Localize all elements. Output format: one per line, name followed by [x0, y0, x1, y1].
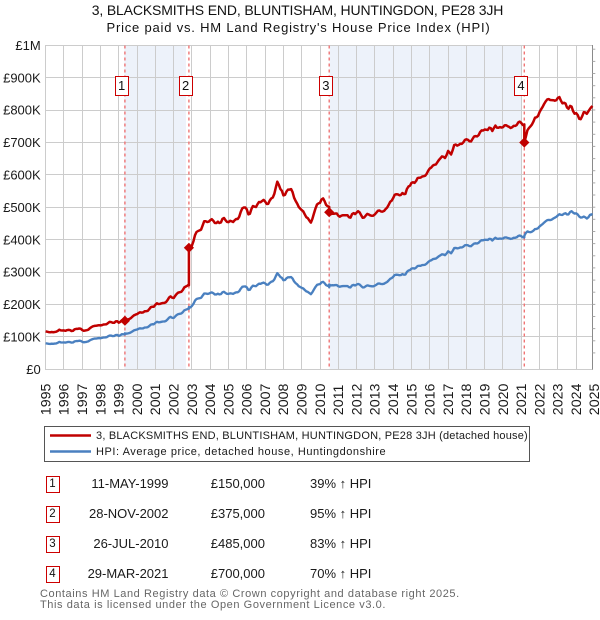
- svg-text:1995: 1995: [38, 384, 54, 416]
- svg-text:2016: 2016: [423, 384, 439, 416]
- svg-text:2013: 2013: [368, 384, 384, 416]
- svg-text:£1M: £1M: [15, 38, 40, 53]
- svg-text:£100K: £100K: [3, 330, 41, 345]
- svg-text:£300K: £300K: [3, 265, 41, 280]
- svg-text:2020: 2020: [496, 384, 512, 416]
- svg-text:2019: 2019: [478, 384, 494, 416]
- svg-text:2023: 2023: [551, 384, 567, 416]
- svg-text:2012: 2012: [349, 384, 365, 416]
- svg-text:£800K: £800K: [3, 103, 41, 118]
- svg-text:1999: 1999: [112, 384, 128, 416]
- svg-text:2003: 2003: [185, 384, 201, 416]
- svg-text:2006: 2006: [240, 384, 256, 416]
- svg-text:£500K: £500K: [3, 200, 41, 215]
- svg-text:1998: 1998: [93, 384, 109, 416]
- svg-text:2024: 2024: [569, 384, 585, 416]
- svg-text:£400K: £400K: [3, 232, 41, 247]
- svg-text:2001: 2001: [148, 384, 164, 416]
- svg-text:2014: 2014: [386, 384, 402, 416]
- svg-text:£200K: £200K: [3, 297, 41, 312]
- svg-text:£0: £0: [26, 362, 40, 377]
- svg-text:2000: 2000: [130, 384, 146, 416]
- svg-text:£600K: £600K: [3, 168, 41, 183]
- svg-text:2004: 2004: [203, 384, 219, 416]
- svg-text:2009: 2009: [295, 384, 311, 416]
- svg-text:2005: 2005: [221, 384, 237, 416]
- svg-text:£700K: £700K: [3, 135, 41, 150]
- svg-text:2021: 2021: [514, 384, 530, 416]
- svg-text:2007: 2007: [258, 384, 274, 416]
- svg-text:2011: 2011: [331, 385, 347, 416]
- svg-text:2025: 2025: [587, 384, 600, 416]
- svg-text:1997: 1997: [75, 384, 91, 416]
- svg-text:2022: 2022: [532, 384, 548, 416]
- svg-text:2008: 2008: [276, 384, 292, 416]
- svg-text:2010: 2010: [313, 384, 329, 416]
- svg-text:2015: 2015: [404, 384, 420, 416]
- svg-text:2017: 2017: [441, 384, 457, 416]
- svg-text:2002: 2002: [167, 384, 183, 416]
- svg-text:1996: 1996: [57, 384, 73, 416]
- svg-text:2018: 2018: [459, 384, 475, 416]
- svg-text:£900K: £900K: [3, 70, 41, 85]
